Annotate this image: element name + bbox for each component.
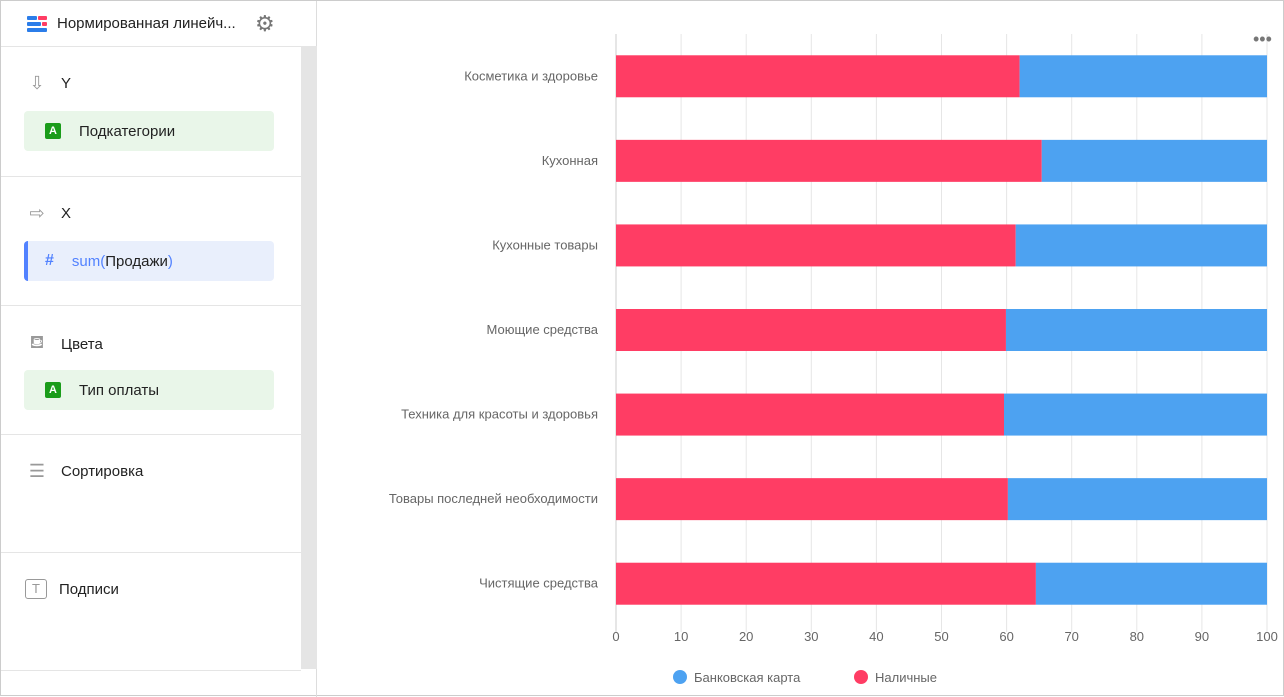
sort-icon: ☰ bbox=[28, 461, 46, 481]
field-func-close: ) bbox=[167, 252, 173, 270]
bar-card[interactable] bbox=[1035, 562, 1267, 605]
x-tick-label: 60 bbox=[999, 629, 1013, 644]
paint-bucket-icon: ⛾ bbox=[29, 332, 45, 352]
x-tick-label: 40 bbox=[869, 629, 883, 644]
bar-card[interactable] bbox=[1015, 224, 1267, 267]
section-colors: ⛾ Цвета A Тип оплаты bbox=[1, 306, 301, 435]
y-category-label: Кухонная bbox=[542, 153, 598, 168]
section-title: Сортировка bbox=[61, 463, 144, 480]
y-category-label: Косметика и здоровье bbox=[464, 68, 598, 83]
y-category-label: Чистящие средства bbox=[479, 576, 599, 591]
bar-cash[interactable] bbox=[616, 224, 1016, 267]
number-type-icon: # bbox=[45, 252, 54, 269]
field-label: Подкатегории bbox=[79, 122, 176, 140]
wizard-panel: Нормированная линейч... ⚙ ⇩ Y A Подкатегор… bbox=[1, 1, 317, 697]
string-type-icon: A bbox=[45, 382, 61, 398]
y-category-label: Техника для красоты и здоровья bbox=[401, 407, 598, 422]
x-tick-label: 50 bbox=[934, 629, 948, 644]
section-title: Цвета bbox=[61, 335, 103, 353]
section-sort: ☰ Сортировка bbox=[1, 435, 301, 553]
x-tick-label: 10 bbox=[674, 629, 688, 644]
legend-marker bbox=[854, 670, 868, 684]
bar-cash[interactable] bbox=[616, 139, 1042, 182]
field-label: Продажи bbox=[105, 252, 168, 270]
bar-chart-icon bbox=[27, 15, 47, 32]
section-title: X bbox=[61, 205, 72, 222]
field-pill-sales[interactable]: # sum(Продажи) bbox=[24, 241, 274, 281]
x-tick-label: 70 bbox=[1064, 629, 1078, 644]
y-category-label: Товары последней необходимости bbox=[389, 491, 598, 506]
bar-cash[interactable] bbox=[616, 55, 1020, 98]
bar-cash[interactable] bbox=[616, 393, 1004, 436]
x-tick-label: 100 bbox=[1256, 629, 1278, 644]
panel-header: Нормированная линейч... ⚙ bbox=[1, 1, 317, 47]
bar-cash[interactable] bbox=[616, 309, 1006, 351]
field-pill-payment-type[interactable]: A Тип оплаты bbox=[24, 370, 274, 410]
x-tick-label: 80 bbox=[1130, 629, 1144, 644]
y-category-label: Кухонные товары bbox=[492, 237, 598, 252]
y-category-label: Моющие средства bbox=[487, 322, 599, 337]
bar-cash[interactable] bbox=[616, 478, 1008, 521]
chart-title[interactable]: Нормированная линейч... bbox=[57, 15, 236, 32]
legend-label[interactable]: Наличные bbox=[875, 670, 937, 685]
field-label: Тип оплаты bbox=[79, 381, 160, 399]
bar-card[interactable] bbox=[1041, 139, 1267, 182]
x-tick-label: 30 bbox=[804, 629, 818, 644]
field-pill-subcategories[interactable]: A Подкатегории bbox=[24, 111, 274, 151]
legend-marker bbox=[673, 670, 687, 684]
bar-card[interactable] bbox=[1003, 393, 1267, 436]
bar-cash[interactable] bbox=[616, 562, 1036, 605]
gear-icon[interactable]: ⚙ bbox=[255, 10, 275, 36]
x-tick-label: 0 bbox=[612, 629, 619, 644]
string-type-icon: A bbox=[45, 123, 61, 139]
text-label-icon: T bbox=[25, 579, 47, 599]
x-tick-label: 20 bbox=[739, 629, 753, 644]
bar-card[interactable] bbox=[1005, 309, 1267, 351]
section-labels: T Подписи bbox=[1, 553, 301, 671]
scrollbar[interactable] bbox=[301, 47, 317, 669]
section-title: Подписи bbox=[59, 580, 119, 598]
field-func: sum( bbox=[71, 252, 106, 270]
bar-card[interactable] bbox=[1019, 55, 1267, 98]
section-x: ⇨ X # sum(Продажи) bbox=[1, 177, 301, 306]
section-y: ⇩ Y A Подкатегории bbox=[1, 47, 301, 177]
more-horizontal-icon[interactable]: ••• bbox=[1253, 29, 1272, 49]
legend-label[interactable]: Банковская карта bbox=[694, 670, 801, 685]
x-tick-label: 90 bbox=[1195, 629, 1209, 644]
section-title: Y bbox=[61, 75, 72, 92]
arrow-down-icon: ⇩ bbox=[29, 73, 45, 93]
bar-card[interactable] bbox=[1007, 478, 1267, 521]
chart: Косметика и здоровье Кухонная Кухонные тов… bbox=[389, 29, 1278, 685]
arrow-right-icon: ⇨ bbox=[29, 203, 45, 223]
